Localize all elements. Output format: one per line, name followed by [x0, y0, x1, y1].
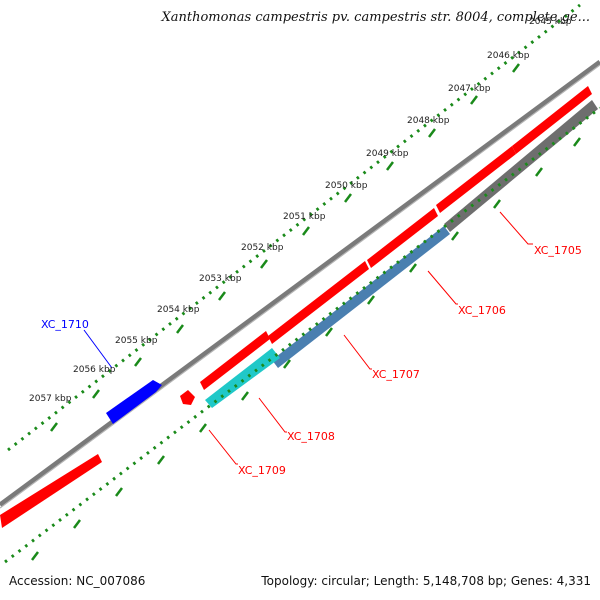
- label-leaders: [83, 211, 533, 465]
- tick-label-2050: 2050 kbp: [325, 181, 368, 191]
- leader-xc-1708: [258, 397, 287, 433]
- tick-label-2046: 2046 kbp: [487, 51, 530, 61]
- forward-strand-track: [0, 86, 592, 528]
- gene-label-xc-1706: XC_1706: [458, 304, 506, 317]
- inner-ruler-line: [4, 106, 600, 564]
- feature-steelblue-block[interactable]: [272, 226, 450, 368]
- tick-label-2052: 2052 kbp: [241, 243, 284, 253]
- genome-summary: Topology: circular; Length: 5,148,708 bp…: [261, 574, 591, 588]
- inner-ruler-ticks: [31, 137, 581, 561]
- leader-xc-1706: [427, 270, 458, 305]
- tick-label-2056: 2056 kbp: [73, 365, 116, 375]
- backbone-shadow: [0, 64, 600, 509]
- gene-label-xc-1707: XC_1707: [372, 368, 420, 381]
- outer-ruler-line: [7, 3, 581, 452]
- tick-label-2053: 2053 kbp: [199, 274, 242, 284]
- genome-backbone: [0, 59, 600, 508]
- gene-label-xc-1709: XC_1709: [238, 464, 286, 477]
- leader-xc-1705: [499, 211, 533, 245]
- cds-xc-1706-block[interactable]: [367, 208, 438, 268]
- outer-ruler-ticks: [50, 63, 520, 432]
- gene-label-xc-1705: XC_1705: [534, 244, 582, 257]
- leader-xc-1710: [83, 329, 113, 369]
- tick-label-2054: 2054 kbp: [157, 305, 200, 315]
- tick-label-2047: 2047 kbp: [448, 84, 491, 94]
- cds-xc-1708-block[interactable]: [200, 331, 270, 390]
- feature-gray-block[interactable]: [444, 100, 598, 232]
- feature-cyan-block[interactable]: [205, 348, 280, 408]
- cds-xc-1705-block[interactable]: [512, 86, 592, 154]
- cds-xc-1709-block[interactable]: [180, 390, 195, 405]
- gene-label-xc-1710: XC_1710: [41, 318, 89, 331]
- accession-label: Accession: NC_007086: [9, 574, 146, 588]
- cds-xc-1710-block[interactable]: [106, 380, 162, 424]
- cds-xc-1705b-block[interactable]: [436, 146, 516, 213]
- feature-track: [205, 100, 598, 408]
- tick-label-2051: 2051 kbp: [283, 212, 326, 222]
- tick-label-2055: 2055 kbp: [115, 336, 158, 346]
- gene-labels: XC_1705 XC_1706 XC_1707 XC_1708 XC_1709 …: [41, 244, 582, 477]
- cds-left-block[interactable]: [0, 454, 102, 528]
- tick-label-2048: 2048 kbp: [407, 116, 450, 126]
- tick-label-2049: 2049 kbp: [366, 149, 409, 159]
- ruler-tick-labels: 2045 kbp 2046 kbp 2047 kbp 2048 kbp 2049…: [29, 17, 572, 404]
- cds-xc-1707-block[interactable]: [268, 261, 369, 344]
- tick-label-2057: 2057 kbp: [29, 394, 72, 404]
- genome-title: Xanthomonas campestris pv. campestris st…: [161, 10, 590, 25]
- leader-xc-1709: [208, 429, 238, 465]
- tick-label-2045: 2045 kbp: [529, 17, 572, 27]
- gene-label-xc-1708: XC_1708: [287, 430, 335, 443]
- leader-xc-1707: [343, 334, 372, 370]
